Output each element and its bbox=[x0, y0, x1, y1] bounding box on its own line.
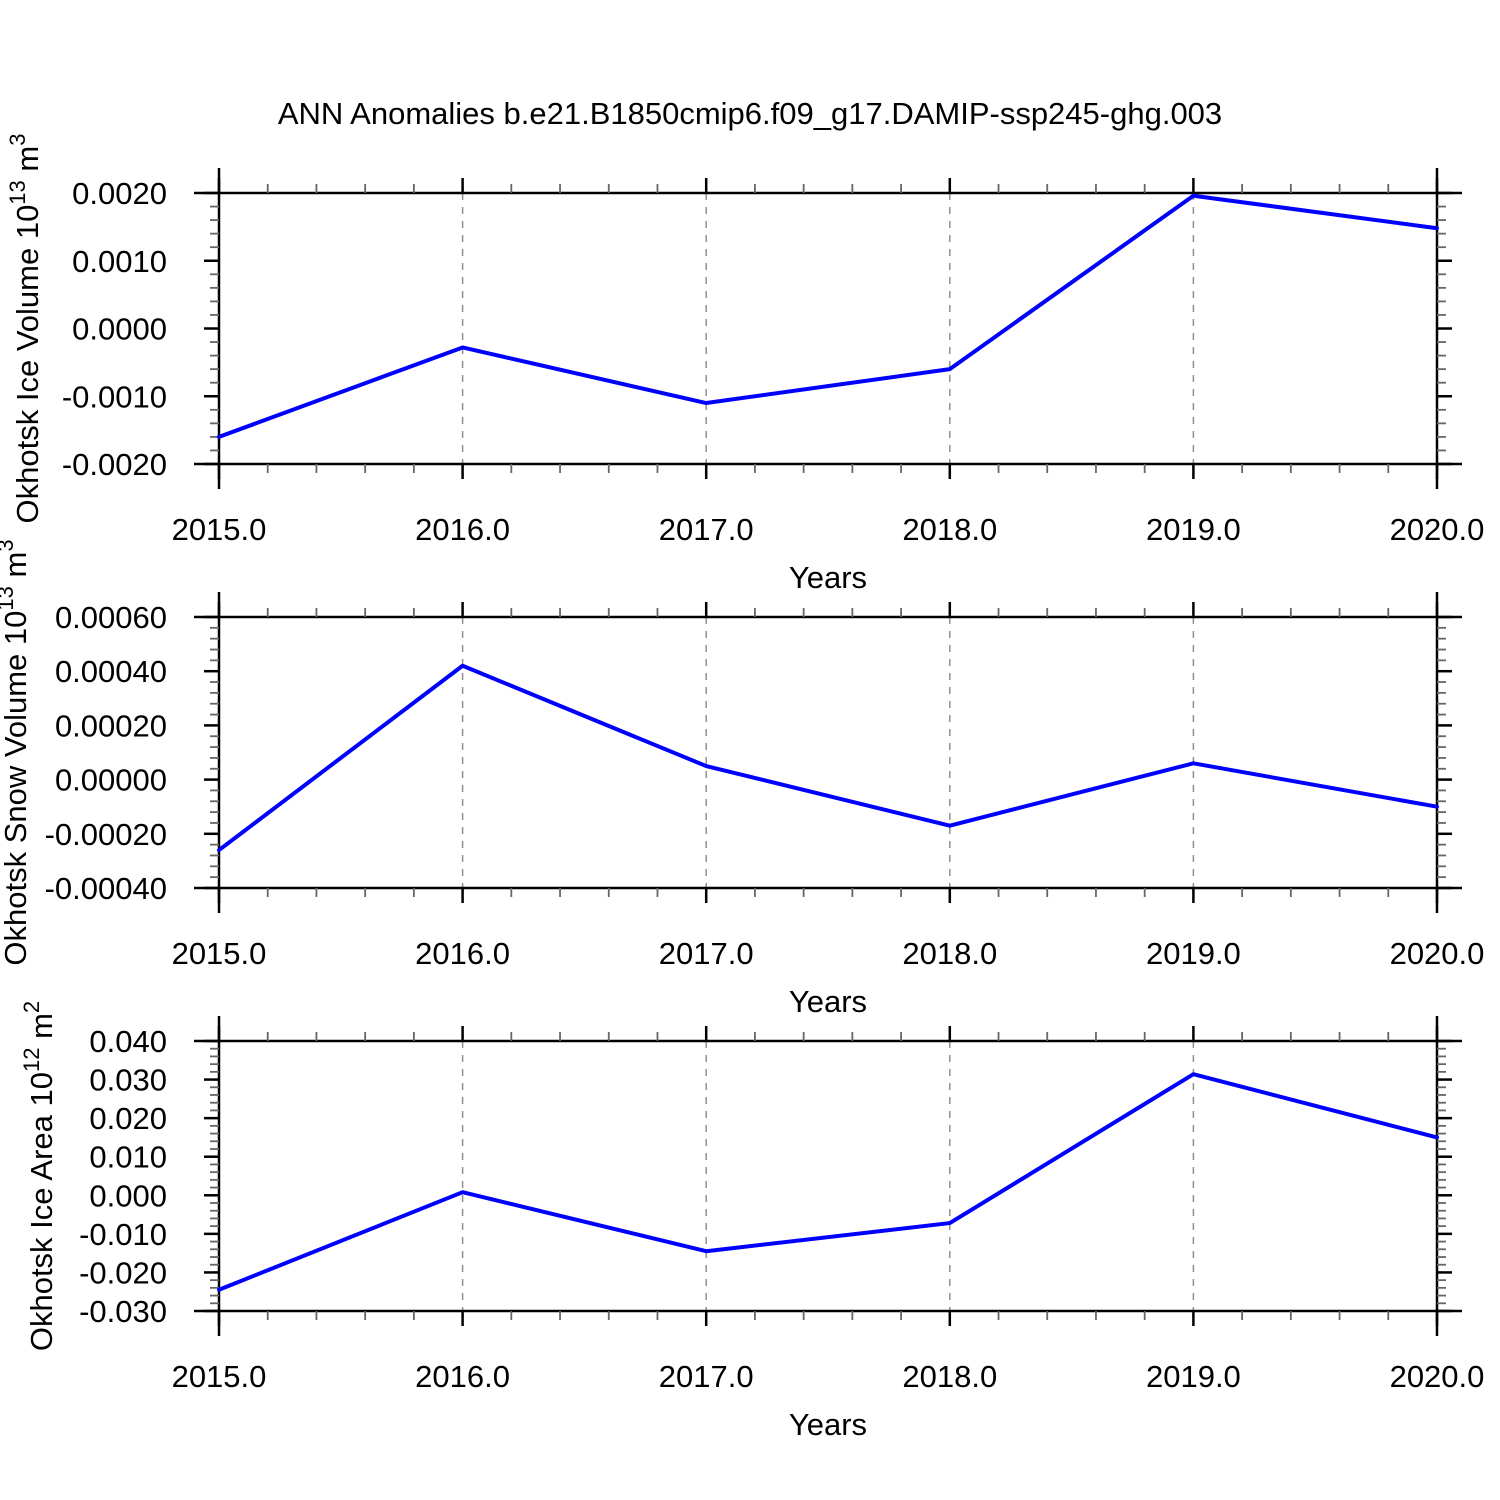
data-line-okhotsk-ice-volume bbox=[217, 193, 1439, 439]
y-tick-label: 0.020 bbox=[89, 1101, 167, 1136]
x-tick-label: 2018.0 bbox=[902, 1359, 997, 1394]
y-axis-title: Okhotsk Ice Volume 1013 m3 bbox=[5, 134, 45, 524]
x-tick-label: 2015.0 bbox=[172, 936, 267, 971]
x-tick-label: 2019.0 bbox=[1146, 512, 1241, 547]
x-tick-label: 2019.0 bbox=[1146, 1359, 1241, 1394]
panel-okhotsk-snow-volume: 0.00060 0.00040 0.00020 0.00000 -0.00020 -0.0… bbox=[0, 539, 1484, 1019]
x-tick-label: 2017.0 bbox=[659, 936, 754, 971]
y-tick-label: 0.0020 bbox=[72, 176, 167, 211]
x-tick-label: 2020.0 bbox=[1390, 936, 1485, 971]
x-tick-label: 2018.0 bbox=[902, 936, 997, 971]
x-tick-label: 2016.0 bbox=[415, 512, 510, 547]
x-axis-title: Years bbox=[789, 560, 867, 595]
x-tick-label: 2016.0 bbox=[415, 936, 510, 971]
y-tick-label: 0.00060 bbox=[55, 600, 167, 635]
y-axis-title: Okhotsk Snow Volume 1013 m3 bbox=[0, 539, 33, 965]
x-axis-title: Years bbox=[789, 984, 867, 1019]
y-tick-label: 0.030 bbox=[89, 1063, 167, 1098]
x-tick-label: 2017.0 bbox=[659, 1359, 754, 1394]
y-tick-label: 0.010 bbox=[89, 1140, 167, 1175]
y-tick-label: 0.0010 bbox=[72, 244, 167, 279]
y-tick-label: -0.020 bbox=[79, 1255, 167, 1290]
y-tick-label: -0.010 bbox=[79, 1217, 167, 1252]
y-tick-label: 0.00020 bbox=[55, 708, 167, 743]
y-axis-title: Okhotsk Ice Area 1012 m2 bbox=[19, 1001, 59, 1351]
y-tick-label: -0.0020 bbox=[62, 447, 167, 482]
y-tick-label: 0.00040 bbox=[55, 654, 167, 689]
x-axis-title: Years bbox=[789, 1407, 867, 1442]
x-tick-label: 2017.0 bbox=[659, 512, 754, 547]
data-line-okhotsk-snow-volume bbox=[217, 663, 1439, 853]
y-tick-label: 0.000 bbox=[89, 1178, 167, 1213]
y-tick-label: 0.00000 bbox=[55, 763, 167, 798]
chart-title: ANN Anomalies b.e21.B1850cmip6.f09_g17.D… bbox=[277, 96, 1223, 131]
y-tick-label: 0.040 bbox=[89, 1024, 167, 1059]
x-tick-label: 2020.0 bbox=[1390, 512, 1485, 547]
x-tick-label: 2018.0 bbox=[902, 512, 997, 547]
x-tick-label: 2020.0 bbox=[1390, 1359, 1485, 1394]
y-tick-label: -0.030 bbox=[79, 1294, 167, 1329]
x-tick-label: 2015.0 bbox=[172, 1359, 267, 1394]
data-line-okhotsk-ice-area bbox=[217, 1072, 1439, 1292]
x-tick-label: 2019.0 bbox=[1146, 936, 1241, 971]
y-tick-label: -0.0010 bbox=[62, 379, 167, 414]
y-tick-label: -0.00040 bbox=[45, 871, 167, 906]
x-tick-label: 2016.0 bbox=[415, 1359, 510, 1394]
y-tick-label: 0.0000 bbox=[72, 312, 167, 347]
y-tick-label: -0.00020 bbox=[45, 817, 167, 852]
x-tick-label: 2015.0 bbox=[172, 512, 267, 547]
